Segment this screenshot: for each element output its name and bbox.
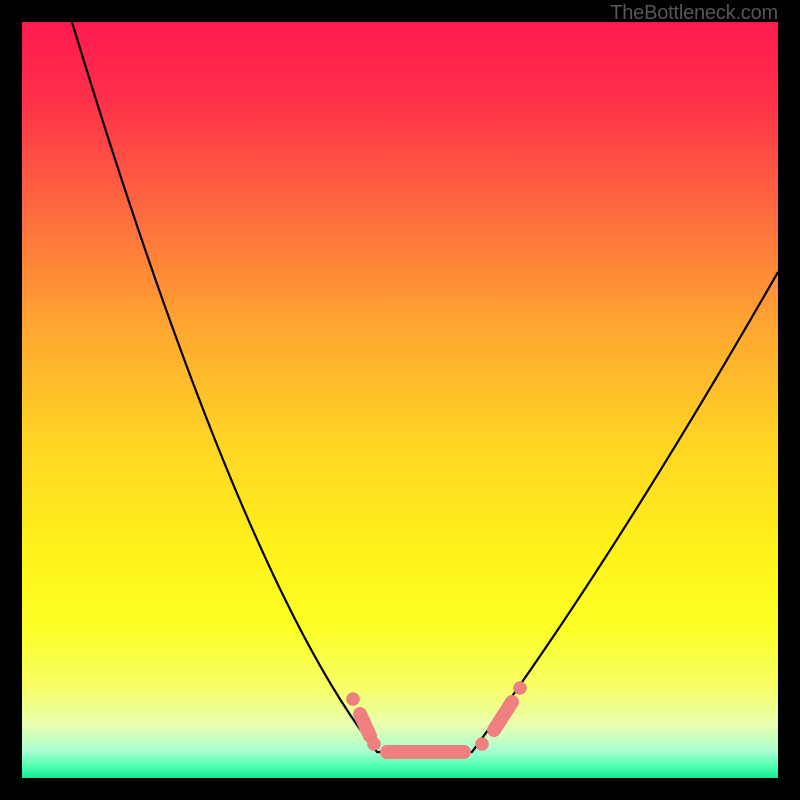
watermark-text: TheBottleneck.com bbox=[610, 2, 778, 25]
chart-frame: TheBottleneck.com bbox=[0, 0, 800, 800]
plot-area bbox=[22, 22, 778, 778]
bottleneck-curve bbox=[22, 22, 778, 778]
